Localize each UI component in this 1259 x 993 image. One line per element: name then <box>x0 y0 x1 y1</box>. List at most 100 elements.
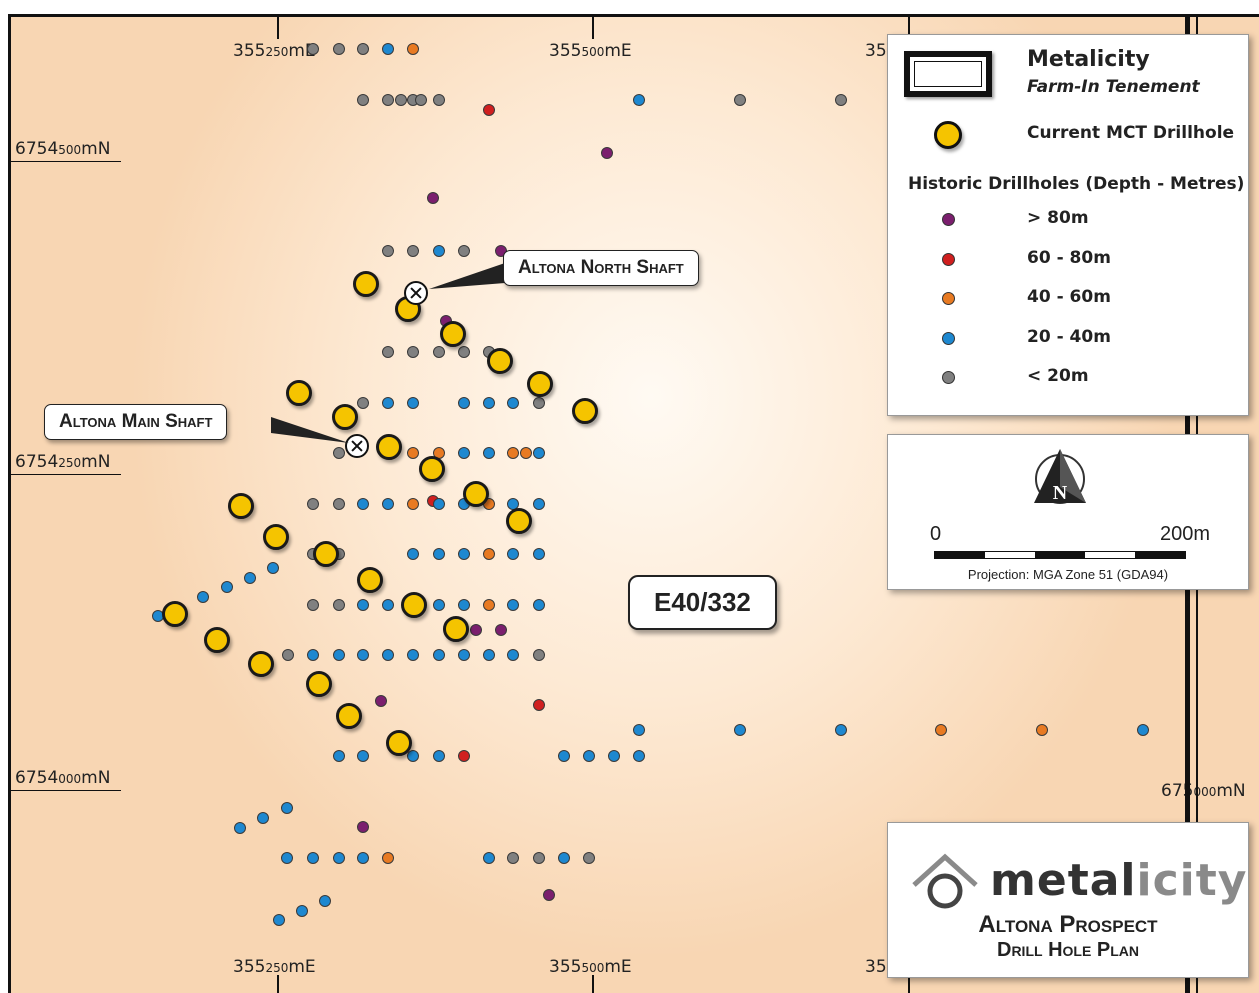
legend-label-r40_60: 40 - 60m <box>1027 287 1111 307</box>
historic-drillhole <box>357 94 369 106</box>
northing-label-major: 6754 <box>15 768 59 788</box>
legend-swatch-lt20 <box>942 371 955 384</box>
historic-drillhole <box>375 695 387 707</box>
historic-drillhole <box>533 649 545 661</box>
easting-label-bottom-minor: 250 <box>265 961 289 975</box>
historic-drillhole <box>296 905 308 917</box>
historic-drillhole <box>608 750 620 762</box>
mct-drillhole <box>286 380 312 406</box>
historic-drillhole <box>507 852 519 864</box>
easting-label-bottom-minor: 500 <box>581 961 605 975</box>
historic-drillhole <box>533 397 545 409</box>
historic-drillhole <box>333 852 345 864</box>
easting-tick-top <box>908 17 910 39</box>
mct-drillhole <box>487 348 513 374</box>
historic-drillhole <box>507 447 519 459</box>
mct-drillhole <box>306 671 332 697</box>
legend-swatch-r60_80 <box>942 252 955 266</box>
historic-drillhole <box>558 852 570 864</box>
historic-drillhole <box>458 649 470 661</box>
mct-drillhole <box>313 541 339 567</box>
northing-tick <box>11 474 121 475</box>
historic-drillhole <box>357 498 369 510</box>
tenement-label: E40/332 <box>628 575 777 630</box>
historic-drillhole <box>734 724 746 736</box>
mct-drillhole <box>376 434 402 460</box>
easting-label-top: 355500mE <box>549 41 632 61</box>
mct-drillhole <box>263 524 289 550</box>
legend-label-gt80: > 80m <box>1027 208 1089 228</box>
historic-drillhole <box>382 649 394 661</box>
northing-tick <box>11 790 121 791</box>
historic-drillhole <box>357 397 369 409</box>
mct-drillhole <box>248 651 274 677</box>
historic-drillhole <box>382 346 394 358</box>
historic-drillhole <box>495 624 507 636</box>
northing-label-unit: mN <box>81 139 111 159</box>
easting-label-top-minor: 500 <box>581 45 605 59</box>
historic-drillhole <box>333 498 345 510</box>
historic-drillhole <box>433 599 445 611</box>
historic-drillhole <box>382 599 394 611</box>
historic-drillhole <box>382 498 394 510</box>
historic-drillhole <box>520 447 532 459</box>
historic-drillhole <box>307 43 319 55</box>
north-arrow-icon: N <box>1034 449 1086 504</box>
easting-tick-top <box>592 17 594 39</box>
historic-drillhole <box>407 750 419 762</box>
historic-drillhole <box>395 94 407 106</box>
historic-drillhole <box>633 724 645 736</box>
projection-label: Projection: MGA Zone 51 (GDA94) <box>967 567 1169 582</box>
mct-drillhole <box>527 371 553 397</box>
historic-drillhole <box>382 94 394 106</box>
historic-drillhole <box>407 397 419 409</box>
historic-drillhole <box>407 346 419 358</box>
historic-drillhole <box>507 397 519 409</box>
historic-drillhole <box>357 750 369 762</box>
plan-title: Drill Hole Plan <box>997 939 1139 961</box>
historic-drillhole <box>483 548 495 560</box>
legend-label-lt20: < 20m <box>1027 366 1089 386</box>
historic-drillhole <box>197 591 209 603</box>
historic-drillhole <box>407 245 419 257</box>
legend-swatch-gt80 <box>942 213 955 226</box>
easting-label-top-major: 355 <box>233 41 266 61</box>
main-shaft-symbol <box>345 434 369 458</box>
historic-drillhole <box>483 852 495 864</box>
historic-drillhole <box>533 699 545 711</box>
historic-drillhole <box>433 548 445 560</box>
historic-drillhole <box>333 599 345 611</box>
northing-label-right-unit: mN <box>1216 781 1246 801</box>
historic-drillhole <box>433 649 445 661</box>
mct-drillhole <box>572 398 598 424</box>
historic-drillhole <box>407 548 419 560</box>
historic-drillhole <box>257 812 269 824</box>
historic-drillhole <box>433 94 445 106</box>
historic-drillhole <box>357 649 369 661</box>
northing-label-major: 6754 <box>15 139 59 159</box>
mct-drillhole <box>353 271 379 297</box>
historic-drillhole <box>533 599 545 611</box>
north-shaft-symbol <box>404 281 428 305</box>
legend-label-r60_80: 60 - 80m <box>1027 247 1111 268</box>
metalicity-logo-icon <box>912 853 978 909</box>
historic-drillhole <box>307 649 319 661</box>
mct-drillhole <box>506 508 532 534</box>
mct-drillhole <box>386 730 412 756</box>
historic-drillhole <box>433 498 445 510</box>
historic-drillhole <box>734 94 746 106</box>
historic-drillhole <box>835 94 847 106</box>
historic-drillhole <box>281 802 293 814</box>
northing-label-minor: 000 <box>58 772 82 786</box>
historic-drillhole <box>483 397 495 409</box>
historic-drillhole <box>507 599 519 611</box>
mct-drillhole <box>463 481 489 507</box>
north-shaft-callout: Altona North Shaft <box>503 250 699 286</box>
historic-drillhole <box>407 498 419 510</box>
easting-label-top-major: 355 <box>549 41 582 61</box>
northing-tick <box>11 161 121 162</box>
historic-drillhole <box>533 498 545 510</box>
mct-drillhole <box>401 592 427 618</box>
historic-drillhole <box>357 599 369 611</box>
historic-drillhole <box>319 895 331 907</box>
